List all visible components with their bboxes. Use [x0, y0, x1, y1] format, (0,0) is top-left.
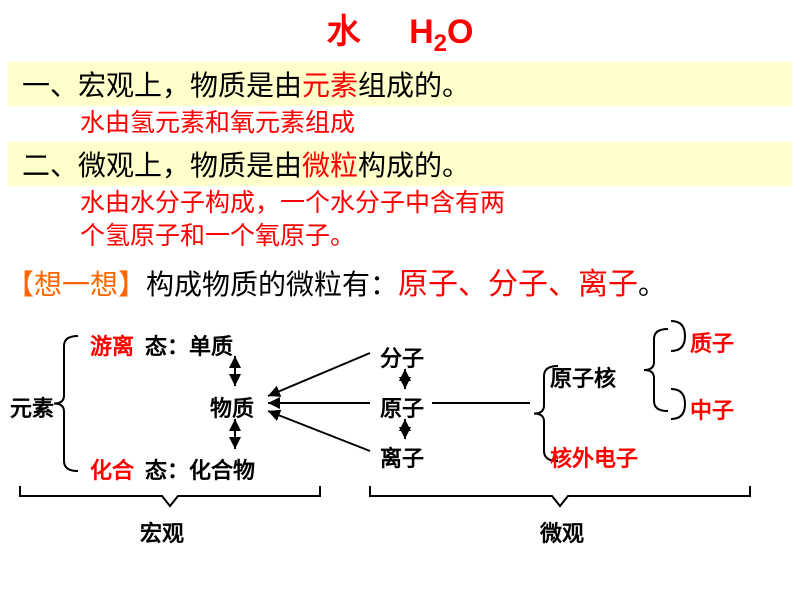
- think-row: 【想一想】构成物质的微粒有：原子、分子、离子。: [0, 257, 800, 305]
- explain-1: 水由氢元素和氧元素组成: [0, 108, 800, 141]
- think-answer: 原子、分子、离子: [398, 268, 638, 301]
- diagram-node-zhongzi: 中子: [690, 393, 734, 425]
- diagram-node-tai2: 态：化合物: [145, 453, 255, 485]
- point-1: 一、宏观上，物质是由元素组成的。: [8, 62, 792, 106]
- diagram-node-zhizi: 质子: [690, 326, 734, 358]
- point-2: 二、微观上，物质是由微粒构成的。: [8, 142, 792, 186]
- explain-2a: 水由水分子构成，一个水分子中含有两: [0, 188, 800, 221]
- think-label: 【想一想】: [6, 270, 146, 301]
- diagram-node-hwdz: 核外电子: [550, 441, 638, 473]
- think-question: 构成物质的微粒有：: [146, 270, 398, 301]
- diagram-node-tai1: 态：单质: [145, 329, 233, 361]
- diagram-node-wg: 微观: [540, 516, 584, 548]
- diagram-node-yuanzi: 原子: [380, 391, 424, 423]
- diagram-node-hg: 宏观: [140, 516, 184, 548]
- concept-diagram: 元素 游离化合 态：单质态：化合物 物质 分子原子离子 原子核核外电子 质子中子宏观 微观: [10, 311, 790, 551]
- diagram-node-huahe: 化合: [90, 453, 134, 485]
- diagram-node-wuzhi: 物质: [210, 391, 254, 423]
- diagram-node-youli: 游离: [90, 329, 134, 361]
- diagram-node-fenzi: 分子: [380, 341, 424, 373]
- diagram-node-lizi: 离子: [380, 441, 424, 473]
- page-title: 水 H2O: [0, 0, 800, 60]
- explain-2b: 个氢原子和一个氧原子。: [0, 221, 800, 254]
- diagram-node-yzh: 原子核: [550, 361, 616, 393]
- title-formula: H2O: [409, 13, 473, 51]
- diagram-node-yuansu: 元素: [10, 391, 54, 423]
- title-left: 水: [327, 14, 361, 51]
